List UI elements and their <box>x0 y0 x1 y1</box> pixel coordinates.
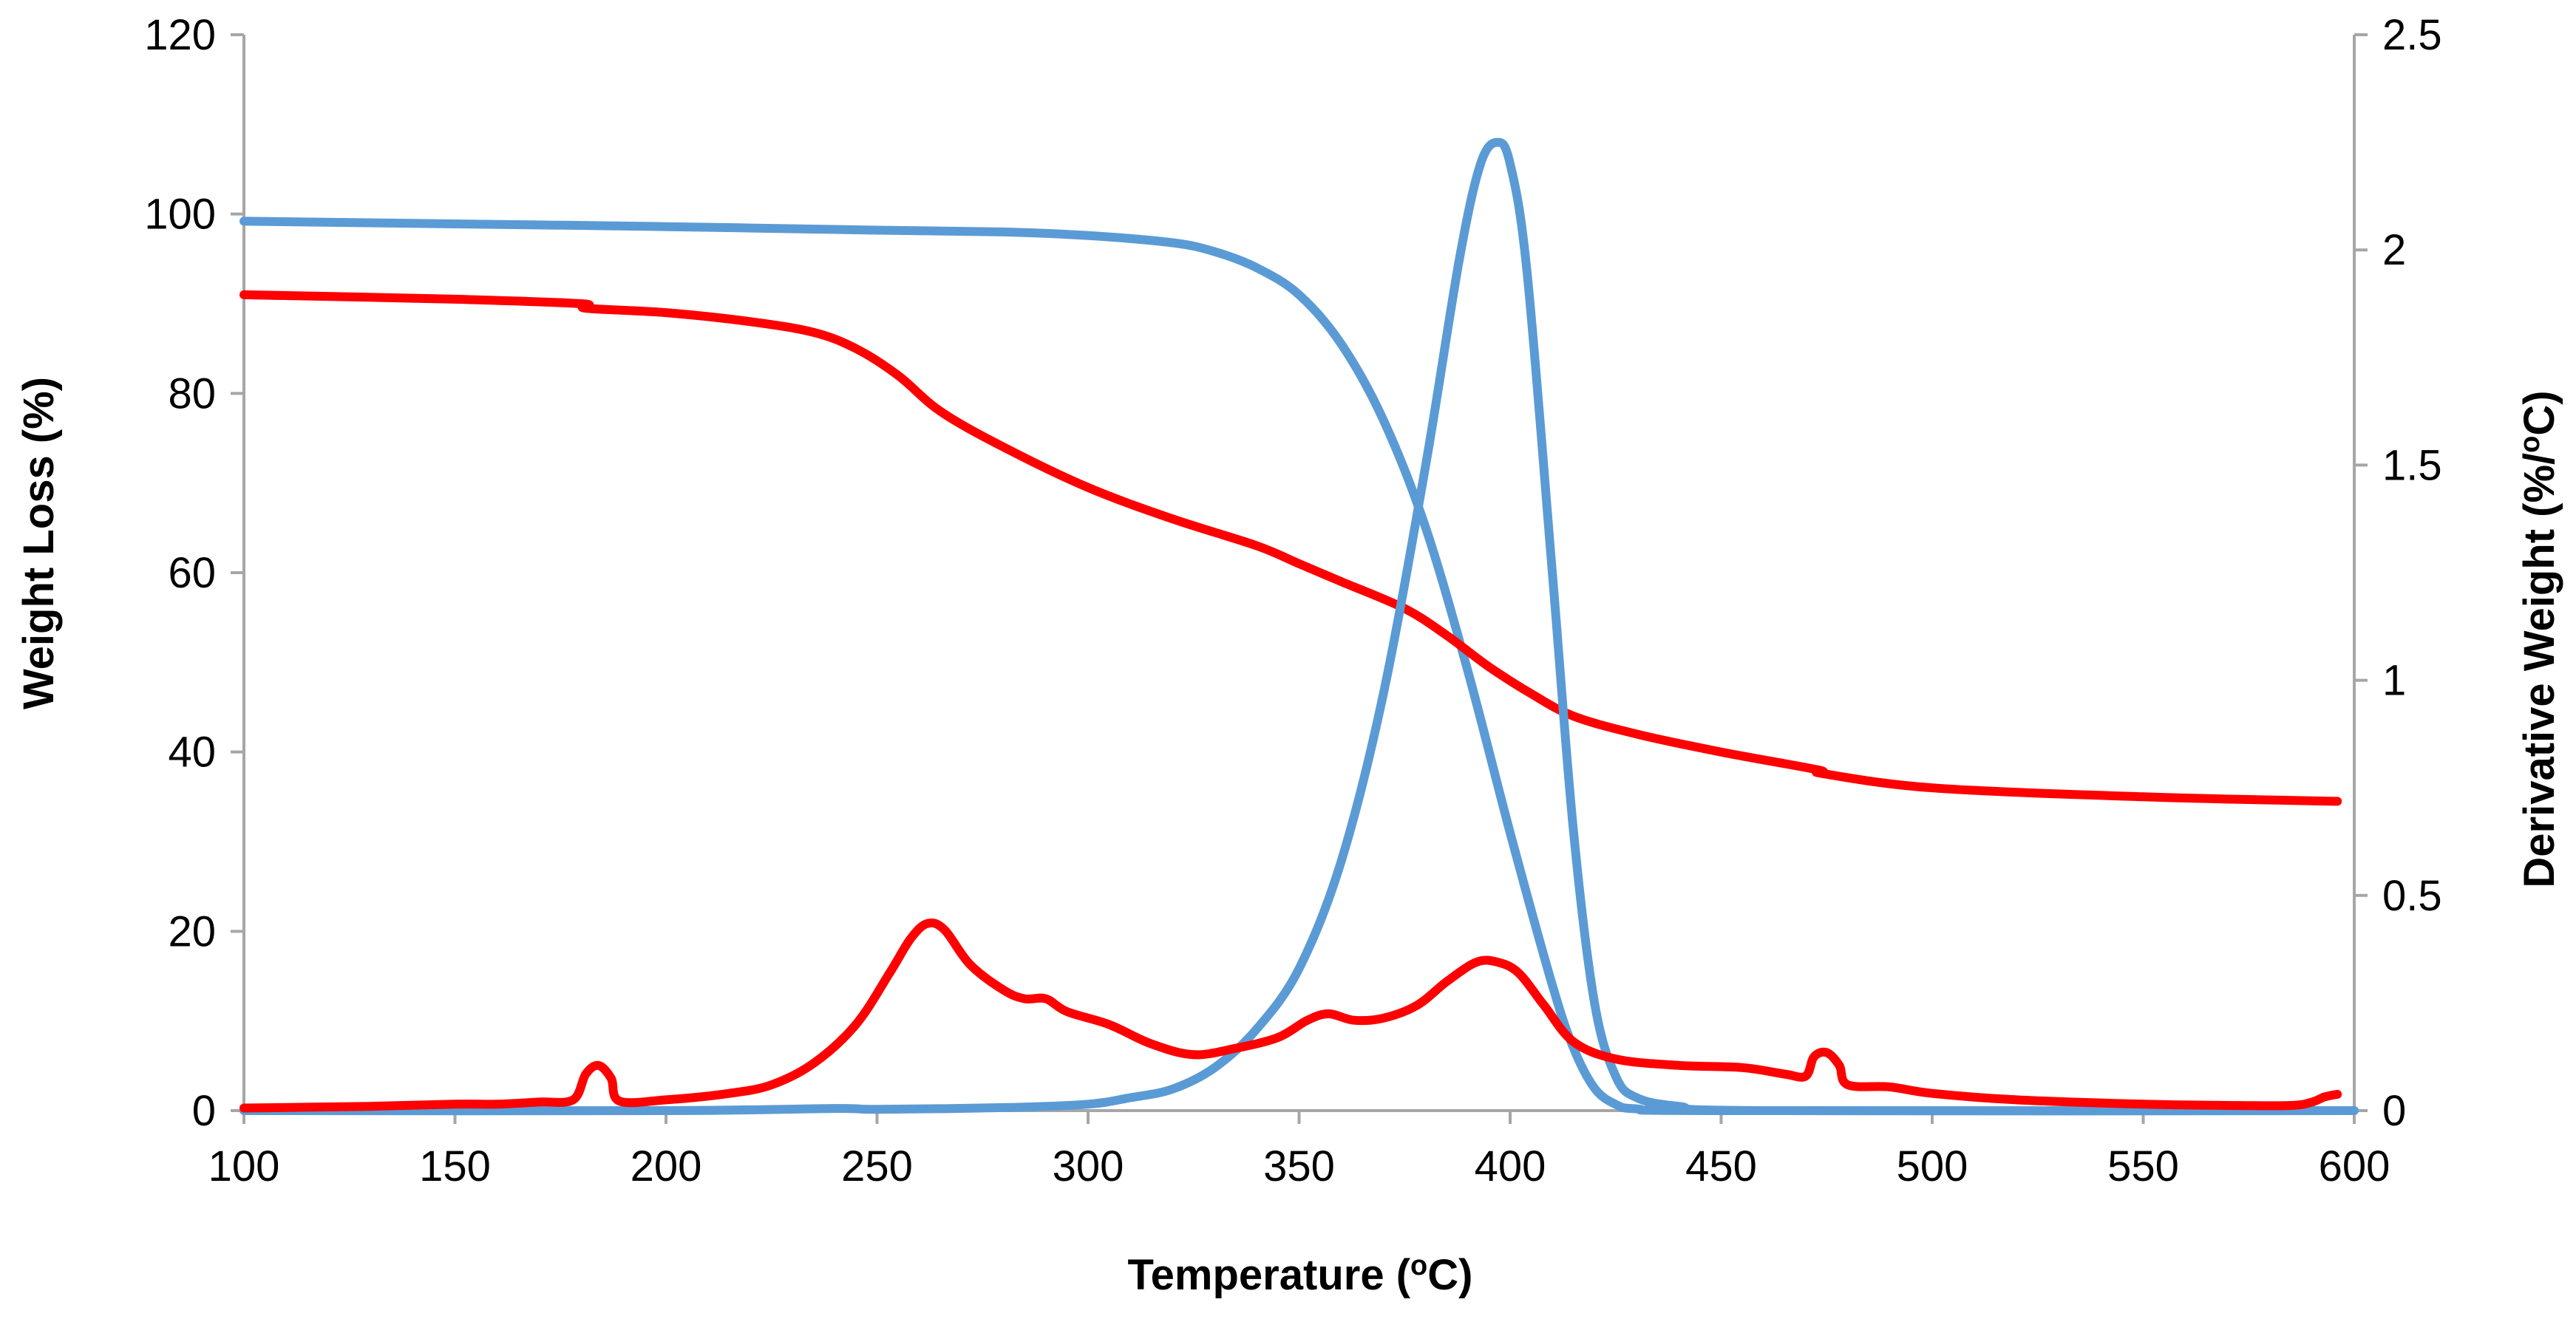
x-tick-label: 550 <box>2107 1142 2179 1190</box>
x-axis-title: Temperature (oC) <box>1128 1250 1473 1299</box>
y-axis-right-title: Derivative Weight (%/oC) <box>2515 390 2563 887</box>
series-line-weight-loss-blue <box>239 217 2359 1116</box>
x-tick-label: 300 <box>1053 1142 1124 1190</box>
x-tick-label: 600 <box>2319 1142 2390 1190</box>
y-left-tick-label: 20 <box>168 907 216 955</box>
y-right-tick-label: 0.5 <box>2382 872 2442 920</box>
y-right-tick-label: 1 <box>2382 657 2406 705</box>
x-tick-label: 400 <box>1475 1142 1546 1190</box>
series-line-weight-loss-red <box>239 290 2342 806</box>
y-left-tick-label: 0 <box>192 1087 216 1135</box>
y-left-tick-label: 60 <box>168 549 216 597</box>
y-right-tick-label: 0 <box>2382 1087 2406 1135</box>
tick-labels: 100 150 200 250 300 350 400 450 500 550 6000204060… <box>144 11 2441 1190</box>
series-line-derivative-weight-blue <box>239 137 2359 1116</box>
series-line-derivative-weight-red <box>239 918 2342 1113</box>
x-tick-label: 250 <box>841 1142 913 1190</box>
series-group <box>239 137 2359 1116</box>
y-left-tick-label: 120 <box>144 11 216 59</box>
y-left-tick-label: 40 <box>168 729 216 777</box>
x-tick-label: 150 <box>419 1142 491 1190</box>
y-right-tick-label: 1.5 <box>2382 441 2442 489</box>
x-tick-label: 500 <box>1897 1142 1968 1190</box>
y-right-tick-label: 2.5 <box>2382 11 2442 59</box>
x-tick-label: 200 <box>631 1142 702 1190</box>
x-tick-label: 450 <box>1685 1142 1757 1190</box>
x-tick-label: 100 <box>208 1142 280 1190</box>
x-tick-label: 350 <box>1263 1142 1335 1190</box>
y-axis-left-title: Weight Loss (%) <box>15 377 63 709</box>
y-left-tick-label: 100 <box>144 191 216 239</box>
y-right-tick-label: 2 <box>2382 226 2406 274</box>
y-left-tick-label: 80 <box>168 369 216 417</box>
